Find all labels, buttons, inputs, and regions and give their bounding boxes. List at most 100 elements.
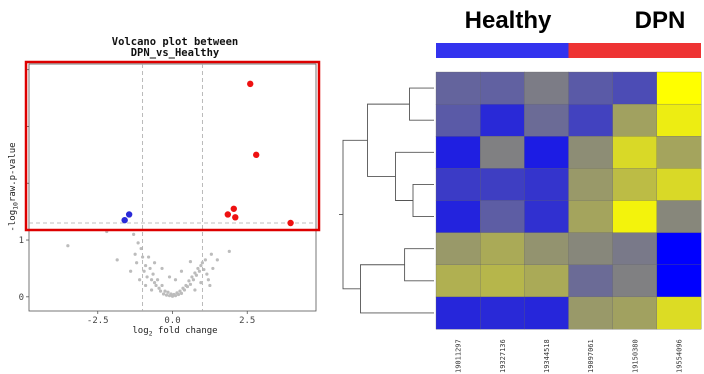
volcano-point-ns xyxy=(187,279,191,283)
volcano-threshold-lines xyxy=(29,64,316,311)
volcano-point-ns xyxy=(133,252,137,256)
heatmap-cell xyxy=(480,232,525,266)
group-bar-segment xyxy=(436,43,569,58)
heatmap: Healthy DPN 19011297 19327136 19344518 1909… xyxy=(339,7,702,373)
heatmap-cell xyxy=(524,264,569,298)
dendrogram-branch xyxy=(367,103,410,177)
heatmap-cell xyxy=(480,264,525,298)
sample-label: 19327136 xyxy=(499,339,507,373)
heatmap-cell xyxy=(612,232,658,266)
volcano-point-ns xyxy=(158,289,163,293)
volcano-point-up xyxy=(247,80,254,88)
volcano-point-ns xyxy=(157,286,161,290)
heatmap-cell xyxy=(656,71,702,105)
volcano-point-ns xyxy=(143,283,148,288)
group-label-dpn: DPN xyxy=(635,7,686,34)
volcano-point-ns xyxy=(160,266,164,271)
sample-label: 19344518 xyxy=(543,339,551,373)
volcano-point-ns xyxy=(163,289,167,293)
heatmap-cell xyxy=(656,264,702,298)
volcano-point-ns xyxy=(206,278,210,282)
volcano-point-ns xyxy=(149,288,154,292)
volcano-point-ns xyxy=(141,255,145,259)
volcano-point-ns xyxy=(215,258,219,262)
volcano-point-ns xyxy=(190,275,194,279)
volcano-point-ns xyxy=(142,269,146,273)
volcano-point-ns xyxy=(182,288,187,292)
volcano-points xyxy=(66,80,294,298)
volcano-point-ns xyxy=(132,232,136,236)
volcano-plot-panel xyxy=(28,63,317,312)
heatmap-cell xyxy=(480,71,525,105)
volcano-point-ns xyxy=(199,281,203,285)
heatmap-cell xyxy=(435,71,481,105)
volcano-point-ns xyxy=(167,275,172,279)
volcano-point-ns xyxy=(193,271,197,275)
x-tick-label: 0.0 xyxy=(164,316,180,326)
volcano-y-axis-label: -log10raw.p-value xyxy=(8,142,20,231)
volcano-point-ns xyxy=(166,290,170,294)
volcano-point-ns xyxy=(188,282,193,286)
volcano-x-axis-label: log2 fold change xyxy=(132,326,217,338)
heatmap-cell xyxy=(656,103,702,137)
volcano-point-ns xyxy=(200,261,204,265)
group-bar-segment xyxy=(568,43,701,58)
volcano-point-ns xyxy=(203,258,207,262)
heatmap-cell xyxy=(480,103,525,137)
heatmap-cell xyxy=(480,168,525,201)
volcano-point-ns xyxy=(173,294,178,298)
heatmap-cell xyxy=(568,200,614,234)
volcano-point-ns xyxy=(202,267,206,272)
volcano-point-down xyxy=(125,211,133,218)
volcano-point-ns xyxy=(152,261,157,265)
heatmap-cell xyxy=(480,136,525,169)
volcano-point-ns xyxy=(194,273,199,277)
volcano-point-ns xyxy=(185,284,190,289)
volcano-point-ns xyxy=(161,292,166,296)
heatmap-cell xyxy=(612,296,658,330)
heatmap-cell xyxy=(524,296,569,330)
significance-highlight-box xyxy=(24,60,321,232)
volcano-x-ticks: -2.5 0.0 2.5 xyxy=(87,311,255,326)
heatmap-cell xyxy=(480,200,525,234)
heatmap-cell xyxy=(435,168,481,201)
volcano-point-ns xyxy=(139,246,143,251)
heatmap-cell xyxy=(568,103,614,137)
volcano-point-ns xyxy=(173,278,178,282)
heatmap-cell xyxy=(612,200,658,234)
volcano-point-ns xyxy=(179,291,184,295)
heatmap-cell xyxy=(524,168,569,201)
volcano-point-ns xyxy=(208,283,212,288)
volcano-point-ns xyxy=(191,278,196,282)
heatmap-cell xyxy=(435,103,481,137)
volcano-point-ns xyxy=(211,266,215,271)
heatmap-cell xyxy=(524,200,569,234)
volcano-point-up xyxy=(230,205,237,212)
volcano-point-down xyxy=(121,216,128,224)
sample-labels: 19011297 19327136 19344518 19097061 19150380… xyxy=(455,339,684,373)
heatmap-cell xyxy=(656,296,702,330)
volcano-point-ns xyxy=(129,269,133,273)
volcano-point-ns xyxy=(164,293,169,297)
heatmap-cell xyxy=(656,168,702,201)
y-tick-label: 0 xyxy=(19,293,24,303)
volcano-point-ns xyxy=(149,278,154,282)
volcano-point-ns xyxy=(115,258,119,262)
volcano-point-ns xyxy=(148,266,152,271)
heatmap-cell xyxy=(656,136,702,169)
volcano-point-ns xyxy=(193,288,197,292)
heatmap-cell xyxy=(568,296,614,330)
row-dendrogram xyxy=(339,87,434,314)
volcano-point-ns xyxy=(136,241,140,245)
volcano-point-ns xyxy=(227,249,231,253)
volcano-point-ns xyxy=(151,272,155,276)
heatmap-cell xyxy=(656,200,702,234)
y-tick-label: 1 xyxy=(19,236,24,246)
volcano-plot: Volcano plot between DPN_vs_Healthy -2.5… xyxy=(8,36,321,338)
heatmap-cell xyxy=(524,103,569,137)
heatmap-cell xyxy=(435,296,481,330)
volcano-point-ns xyxy=(169,292,173,296)
volcano-point-up xyxy=(253,151,260,159)
sample-label: 19150380 xyxy=(631,339,639,373)
volcano-y-ticks: 01 xyxy=(19,69,29,303)
